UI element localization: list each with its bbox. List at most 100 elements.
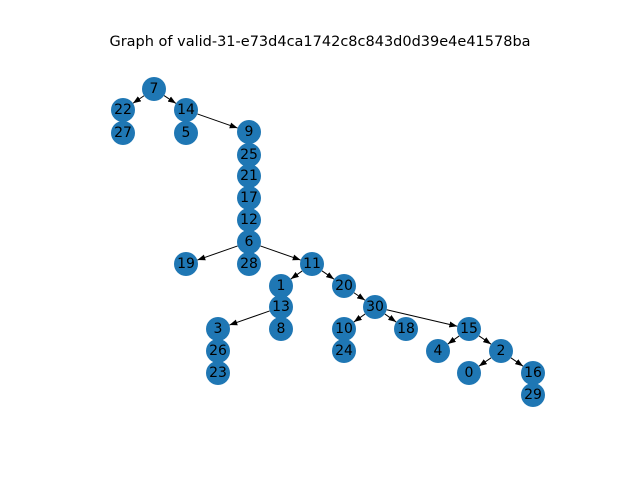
edge-15-2 (478, 335, 492, 345)
edge-2-0 (478, 357, 492, 367)
node-20: 20 (332, 274, 356, 298)
node-8: 8 (269, 317, 293, 341)
node-circle-19 (174, 252, 198, 276)
node-label-19: 19 (177, 256, 195, 272)
node-label-11: 11 (303, 256, 321, 272)
node-label-23: 23 (209, 365, 227, 381)
edge-30-15 (386, 309, 458, 328)
node-2: 2 (489, 339, 513, 363)
edge-11-20 (321, 270, 335, 280)
node-circle-4 (426, 339, 450, 363)
node-29: 29 (521, 383, 545, 407)
edge-6-11 (260, 245, 301, 261)
node-label-17: 17 (240, 190, 258, 206)
node-label-12: 12 (240, 212, 258, 228)
node-label-15: 15 (460, 321, 478, 337)
node-label-3: 3 (214, 321, 223, 337)
node-30: 30 (363, 295, 387, 319)
node-label-20: 20 (335, 278, 353, 294)
node-26: 26 (206, 339, 230, 363)
node-label-9: 9 (245, 124, 254, 140)
node-23: 23 (206, 361, 230, 385)
node-label-18: 18 (397, 321, 415, 337)
node-label-13: 13 (272, 299, 290, 315)
node-label-28: 28 (240, 256, 258, 272)
node-circle-11 (300, 252, 324, 276)
edge-30-18 (384, 313, 397, 323)
node-24: 24 (332, 339, 356, 363)
node-label-24: 24 (335, 343, 353, 359)
node-circle-26 (206, 339, 230, 363)
node-12: 12 (237, 208, 261, 232)
node-25: 25 (237, 143, 261, 167)
node-label-8: 8 (277, 321, 286, 337)
node-circle-23 (206, 361, 230, 385)
node-circle-17 (237, 186, 261, 210)
node-circle-2 (489, 339, 513, 363)
node-7: 7 (142, 77, 166, 101)
node-0: 0 (457, 361, 481, 385)
node-label-25: 25 (240, 147, 258, 163)
node-label-1: 1 (277, 278, 286, 294)
node-21: 21 (237, 164, 261, 188)
edge-14-9 (197, 113, 238, 129)
node-5: 5 (174, 121, 198, 145)
node-circle-5 (174, 121, 198, 145)
node-label-7: 7 (150, 81, 159, 97)
edge-2-16 (510, 357, 524, 367)
node-circle-20 (332, 274, 356, 298)
node-label-22: 22 (114, 102, 132, 118)
edge-7-22 (132, 95, 145, 104)
node-label-27: 27 (114, 125, 132, 141)
node-circle-6 (237, 230, 261, 254)
node-19: 19 (174, 252, 198, 276)
node-13: 13 (269, 295, 293, 319)
node-22: 22 (111, 98, 135, 122)
node-10: 10 (332, 317, 356, 341)
node-label-6: 6 (245, 234, 254, 250)
node-circle-3 (206, 317, 230, 341)
node-circle-15 (457, 317, 481, 341)
node-circle-10 (332, 317, 356, 341)
node-circle-9 (237, 120, 261, 144)
node-11: 11 (300, 252, 324, 276)
node-circle-29 (521, 383, 545, 407)
node-4: 4 (426, 339, 450, 363)
edge-layer (132, 95, 524, 367)
node-circle-12 (237, 208, 261, 232)
node-27: 27 (111, 121, 135, 145)
node-circle-22 (111, 98, 135, 122)
node-circle-14 (174, 98, 198, 122)
node-9: 9 (237, 120, 261, 144)
node-circle-16 (521, 361, 545, 385)
node-label-21: 21 (240, 168, 258, 184)
node-label-26: 26 (209, 343, 227, 359)
node-1: 1 (269, 274, 293, 298)
node-circle-1 (269, 274, 293, 298)
node-label-14: 14 (177, 102, 195, 118)
node-18: 18 (394, 317, 418, 341)
node-14: 14 (174, 98, 198, 122)
edge-13-3 (229, 310, 270, 326)
node-circle-27 (111, 121, 135, 145)
node-circle-30 (363, 295, 387, 319)
node-6: 6 (237, 230, 261, 254)
edge-20-30 (353, 292, 366, 301)
node-3: 3 (206, 317, 230, 341)
node-circle-0 (457, 361, 481, 385)
node-label-10: 10 (335, 321, 353, 337)
node-circle-13 (269, 295, 293, 319)
edge-6-19 (197, 245, 238, 261)
node-circle-24 (332, 339, 356, 363)
edge-15-4 (447, 335, 460, 345)
graph-title: Graph of valid-31-e73d4ca1742c8c843d0d39… (109, 34, 531, 50)
node-label-30: 30 (366, 299, 384, 315)
node-circle-25 (237, 143, 261, 167)
node-label-5: 5 (182, 125, 191, 141)
node-16: 16 (521, 361, 545, 385)
node-28: 28 (237, 252, 261, 276)
node-circle-18 (394, 317, 418, 341)
